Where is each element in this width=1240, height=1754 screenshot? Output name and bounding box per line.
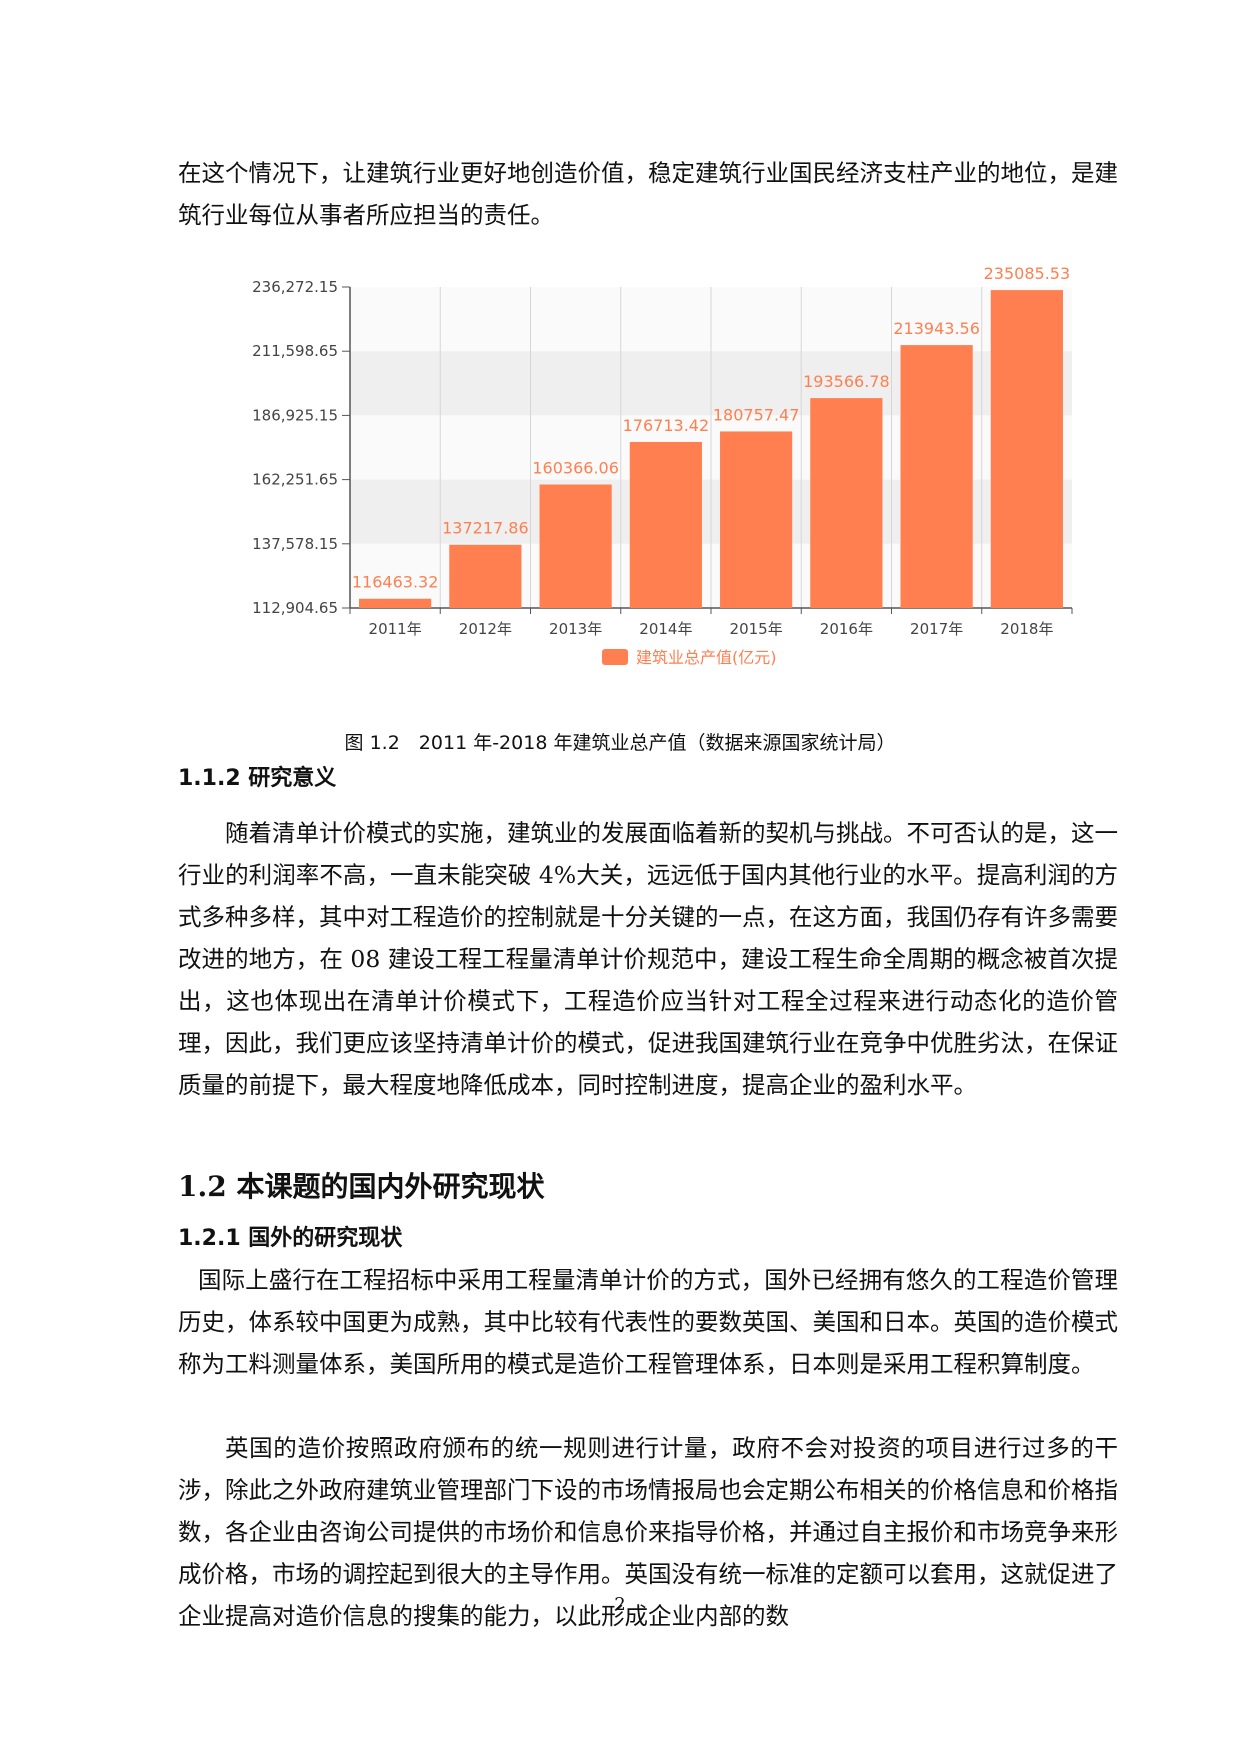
legend-label: 建筑业总产值(亿元) <box>636 648 777 667</box>
data-label: 176713.42 <box>623 416 710 435</box>
bar <box>990 290 1063 608</box>
y-tick-label: 211,598.65 <box>252 342 338 360</box>
bar <box>449 544 522 608</box>
section-heading-1-1-2: 1.1.2 研究意义 <box>178 766 337 791</box>
data-label: 160366.06 <box>532 459 619 478</box>
intro-paragraph: 在这个情况下，让建筑行业更好地创造价值，稳定建筑行业国民经济支柱产业的地位，是建… <box>178 159 1118 229</box>
y-tick-label: 137,578.15 <box>252 535 338 553</box>
section-heading-1-2: 1.2 本课题的国内外研究现状 <box>178 1170 545 1203</box>
y-tick-label: 162,251.65 <box>252 471 338 489</box>
bar <box>810 398 883 608</box>
x-tick-label: 2016年 <box>820 620 873 638</box>
bar <box>359 598 432 608</box>
y-tick-label: 236,272.15 <box>252 278 338 296</box>
section-1-2-1-para-1: 国际上盛行在工程招标中采用工程量清单计价的方式，国外已经拥有悠久的工程造价管理历… <box>178 1266 1118 1378</box>
y-tick-label: 112,904.65 <box>252 599 338 617</box>
page-number: 2 <box>614 1594 626 1615</box>
x-tick-label: 2013年 <box>549 620 602 638</box>
legend-swatch <box>602 649 628 665</box>
x-tick-label: 2014年 <box>639 620 692 638</box>
x-tick-label: 2011年 <box>369 620 422 638</box>
bar-chart: 112,904.65 137,578.15 162,251.65 186,925.15… <box>252 264 1073 667</box>
bar <box>539 484 612 608</box>
x-tick-label: 2017年 <box>910 620 963 638</box>
x-tick-label: 2015年 <box>730 620 783 638</box>
bar <box>900 345 973 608</box>
data-label: 235085.53 <box>984 264 1071 283</box>
bar <box>629 441 702 608</box>
y-tick-label: 186,925.15 <box>252 406 338 424</box>
section-1-1-2-body: 随着清单计价模式的实施，建筑业的发展面临着新的契机与挑战。不可否认的是，这一行业… <box>178 819 1118 1099</box>
section-heading-1-2-1: 1.2.1 国外的研究现状 <box>178 1226 403 1251</box>
data-label: 137217.86 <box>442 519 529 538</box>
x-tick-label: 2018年 <box>1000 620 1053 638</box>
bar <box>720 431 793 608</box>
section-1-2-1-para-2: 英国的造价按照政府颁布的统一规则进行计量，政府不会对投资的项目进行过多的干涉，除… <box>178 1434 1118 1630</box>
data-label: 116463.32 <box>352 573 439 592</box>
data-label: 180757.47 <box>713 405 800 424</box>
figure-caption: 图 1.2 2011 年-2018 年建筑业总产值（数据来源国家统计局） <box>344 732 896 754</box>
data-label: 213943.56 <box>893 319 980 338</box>
x-tick-label: 2012年 <box>459 620 512 638</box>
data-label: 193566.78 <box>803 372 890 391</box>
